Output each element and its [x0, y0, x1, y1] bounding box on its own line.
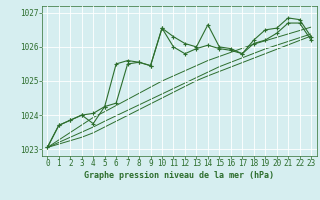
X-axis label: Graphe pression niveau de la mer (hPa): Graphe pression niveau de la mer (hPa)	[84, 171, 274, 180]
